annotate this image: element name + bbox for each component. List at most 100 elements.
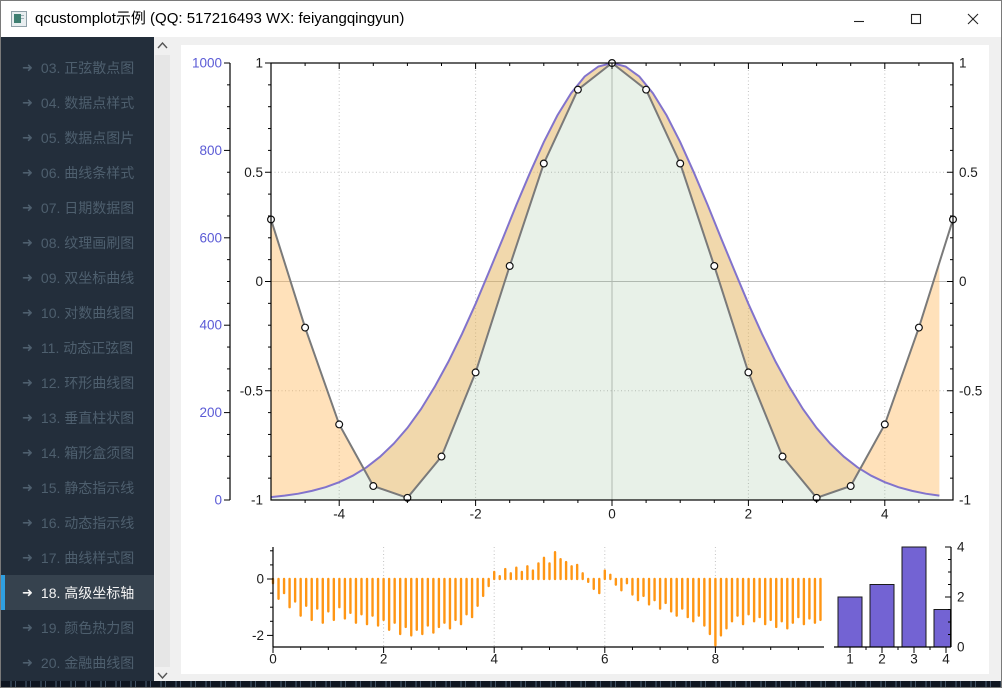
svg-text:0.5: 0.5	[244, 165, 263, 180]
arrow-icon: ➜	[22, 234, 33, 250]
sidebar-item-12[interactable]: ➜ 12. 环形曲线图	[1, 365, 154, 400]
scroll-down-icon[interactable]	[154, 667, 171, 684]
main-area: -4 -2 0 2 4 1 0.5 0 -0.5 -1 1 0.5 0 -0.5 -1 1000 800 600 4…	[171, 37, 1001, 687]
sidebar-item-label: 04. 数据点样式	[40, 94, 135, 111]
main-plot[interactable]: -4 -2 0 2 4 1 0.5 0 -0.5 -1 1 0.5 0 -0.5 -1 1000 800 600 4…	[192, 56, 982, 522]
svg-text:8: 8	[712, 652, 720, 667]
svg-text:2: 2	[745, 507, 753, 522]
svg-text:200: 200	[199, 405, 222, 420]
sidebar-item-label: 06. 曲线条样式	[40, 164, 135, 181]
close-icon	[967, 13, 978, 25]
sidebar-item-10[interactable]: ➜ 10. 对数曲线图	[1, 295, 154, 330]
arrow-icon: ➜	[22, 444, 33, 460]
bottom-truncated-bar	[1, 681, 1001, 687]
sidebar-item-label: 18. 高级坐标轴	[40, 584, 135, 601]
sidebar-item-15[interactable]: ➜ 15. 静态指示线	[1, 470, 154, 505]
sidebar-item-label: 11. 动态正弦图	[40, 339, 134, 356]
svg-text:600: 600	[199, 230, 222, 245]
sidebar-item-20[interactable]: ➜ 20. 金融曲线图	[1, 645, 154, 680]
svg-text:0: 0	[957, 640, 965, 655]
maximize-button[interactable]	[887, 1, 944, 37]
sidebar-item-label: 09. 双坐标曲线	[40, 269, 135, 286]
sidebar-item-05[interactable]: ➜ 05. 数据点图片	[1, 120, 154, 155]
svg-text:4: 4	[942, 652, 950, 667]
svg-text:1000: 1000	[192, 56, 222, 71]
sidebar-item-13[interactable]: ➜ 13. 垂直柱状图	[1, 400, 154, 435]
titlebar: qcustomplot示例 (QQ: 517216493 WX: feiyang…	[1, 1, 1001, 37]
scroll-up-icon[interactable]	[154, 37, 171, 54]
arrow-icon: ➜	[22, 549, 33, 565]
sidebar-item-label: 15. 静态指示线	[40, 479, 135, 496]
sidebar-item-16[interactable]: ➜ 16. 动态指示线	[1, 505, 154, 540]
arrow-icon: ➜	[22, 164, 33, 180]
sidebar-item-label: 13. 垂直柱状图	[40, 409, 135, 426]
sidebar-item-label: 14. 箱形盒须图	[40, 444, 135, 461]
sidebar-item-09[interactable]: ➜ 09. 双坐标曲线	[1, 260, 154, 295]
sidebar-scrollbar[interactable]	[154, 37, 171, 687]
sidebar-item-14[interactable]: ➜ 14. 箱形盒须图	[1, 435, 154, 470]
svg-text:400: 400	[199, 318, 222, 333]
plot-canvas[interactable]: -4 -2 0 2 410.50-0.5-110.50-0.5-110008006004…	[181, 45, 989, 674]
svg-text:3: 3	[910, 652, 918, 667]
svg-text:800: 800	[199, 143, 222, 158]
sidebar-item-label: 05. 数据点图片	[40, 129, 135, 146]
minimize-icon	[853, 20, 864, 23]
maximize-icon	[910, 13, 921, 25]
sidebar-item-label: 07. 日期数据图	[40, 199, 135, 216]
sidebar-item-label: 03. 正弦散点图	[40, 59, 135, 76]
svg-text:0: 0	[959, 274, 967, 289]
sidebar-item-07[interactable]: ➜ 07. 日期数据图	[1, 190, 154, 225]
arrow-icon: ➜	[22, 584, 33, 600]
svg-text:-4: -4	[333, 507, 345, 522]
stem-subplot[interactable]: 0 -2 0 2 4 6 8	[252, 547, 824, 667]
arrow-icon: ➜	[22, 409, 33, 425]
plot-card: -4 -2 0 2 4 1 0.5 0 -0.5 -1 1 0.5 0 -0.5 -1 1000 800 600 4…	[181, 45, 989, 674]
arrow-icon: ➜	[22, 339, 33, 355]
sidebar-item-19[interactable]: ➜ 19. 颜色热力图	[1, 610, 154, 645]
svg-text:2: 2	[380, 652, 388, 667]
svg-text:2: 2	[878, 652, 886, 667]
sidebar-item-label: 16. 动态指示线	[40, 514, 135, 531]
svg-text:6: 6	[601, 652, 609, 667]
svg-text:-2: -2	[470, 507, 482, 522]
sidebar-item-18[interactable]: ➜ 18. 高级坐标轴	[1, 575, 154, 610]
svg-text:-1: -1	[251, 493, 263, 508]
arrow-icon: ➜	[22, 199, 33, 215]
sidebar-item-04[interactable]: ➜ 04. 数据点样式	[1, 85, 154, 120]
minimize-button[interactable]	[830, 1, 887, 37]
arrow-icon: ➜	[22, 269, 33, 285]
svg-text:1: 1	[846, 652, 854, 667]
sidebar-item-06[interactable]: ➜ 06. 曲线条样式	[1, 155, 154, 190]
svg-text:2: 2	[957, 590, 965, 605]
sidebar-item-label: 12. 环形曲线图	[40, 374, 135, 391]
bars-subplot[interactable]: 0 2 4 1 2 3 4	[834, 540, 965, 667]
sidebar-item-03[interactable]: ➜ 03. 正弦散点图	[1, 50, 154, 85]
svg-text:-1: -1	[959, 493, 971, 508]
svg-text:-2: -2	[252, 628, 264, 643]
arrow-icon: ➜	[22, 374, 33, 390]
svg-text:0.5: 0.5	[959, 165, 978, 180]
sidebar-item-17[interactable]: ➜ 17. 曲线样式图	[1, 540, 154, 575]
svg-text:4: 4	[881, 507, 889, 522]
arrow-icon: ➜	[22, 59, 33, 75]
close-button[interactable]	[944, 1, 1001, 37]
svg-text:1: 1	[255, 56, 263, 71]
sidebar-item-11[interactable]: ➜ 11. 动态正弦图	[1, 330, 154, 365]
svg-text:4: 4	[957, 540, 965, 555]
svg-text:-0.5: -0.5	[240, 383, 263, 398]
svg-text:0: 0	[255, 274, 263, 289]
sidebar-item-08[interactable]: ➜ 08. 纹理画刷图	[1, 225, 154, 260]
svg-text:4: 4	[490, 652, 498, 667]
arrow-icon: ➜	[22, 619, 33, 635]
arrow-icon: ➜	[22, 304, 33, 320]
svg-text:0: 0	[269, 652, 277, 667]
sidebar-item-label: 19. 颜色热力图	[40, 619, 135, 636]
scrollbar-thumb[interactable]	[155, 55, 170, 667]
svg-text:0: 0	[608, 507, 616, 522]
sidebar-item-label: 20. 金融曲线图	[40, 654, 135, 671]
sidebar-item-label: 10. 对数曲线图	[40, 304, 135, 321]
arrow-icon: ➜	[22, 94, 33, 110]
svg-text:0: 0	[256, 572, 264, 587]
arrow-icon: ➜	[22, 129, 33, 145]
